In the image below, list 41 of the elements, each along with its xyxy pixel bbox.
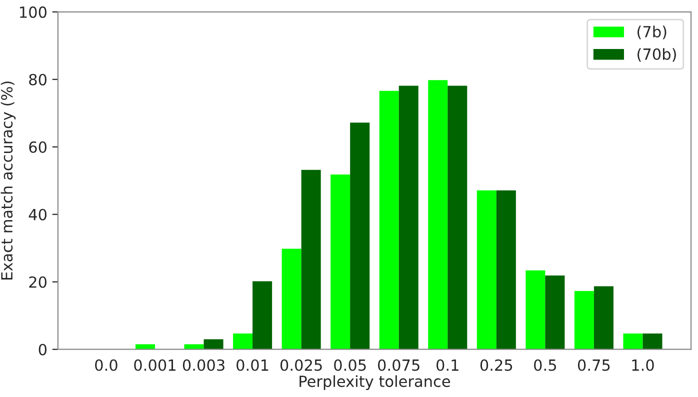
bar	[301, 170, 321, 350]
bar	[545, 275, 565, 350]
x-tick-label: 0.1	[436, 359, 458, 371]
y-axis-title: Exact match accuracy (%)	[0, 82, 16, 280]
x-tick-label: 0.25	[480, 359, 512, 371]
y-tick-label: 100	[20, 6, 46, 18]
bar	[282, 248, 302, 350]
x-tick-label: 0.075	[378, 359, 420, 371]
bar	[476, 190, 496, 350]
bar	[252, 281, 272, 350]
x-tick-label: 0.003	[182, 359, 224, 371]
x-tick-label: 0.05	[334, 359, 366, 371]
y-tick-label: 60	[29, 141, 46, 153]
x-tick-label: 0.75	[578, 359, 610, 371]
x-tick-label: 0.01	[236, 359, 268, 371]
bar	[379, 90, 399, 350]
y-tick-label: 40	[28, 208, 46, 220]
bar	[448, 86, 468, 350]
x-tick-label: 1.0	[632, 359, 654, 371]
bar	[526, 270, 546, 350]
bar	[623, 334, 643, 350]
y-tick-label: 80	[29, 74, 46, 86]
x-axis-title: Perplexity tolerance	[300, 375, 450, 390]
bar	[350, 122, 370, 350]
y-tick-label: 0	[38, 344, 47, 356]
bar	[204, 339, 224, 350]
bar	[594, 286, 614, 350]
x-tick-label: 0.5	[534, 359, 556, 371]
bar	[496, 190, 516, 350]
x-tick-label: 0.0	[95, 359, 118, 371]
legend-label: (70b)	[638, 48, 676, 62]
bar	[428, 80, 448, 350]
x-tick-label: 0.001	[134, 359, 176, 371]
y-tick-label: 20	[29, 276, 46, 288]
bar	[233, 334, 253, 350]
bar	[398, 86, 418, 350]
bar	[574, 290, 594, 350]
x-tick-label: 0.025	[280, 359, 322, 371]
legend-label: (7b)	[638, 26, 666, 40]
bar	[330, 174, 350, 350]
bar	[642, 334, 662, 350]
